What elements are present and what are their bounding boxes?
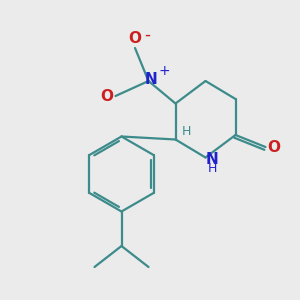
Text: H: H [207,162,217,176]
Text: -: - [145,26,151,44]
Text: N: N [145,72,158,87]
Text: O: O [128,32,142,46]
Text: +: + [158,64,170,78]
Text: H: H [182,124,192,138]
Text: N: N [206,152,218,167]
Text: O: O [267,140,280,154]
Text: O: O [100,89,113,104]
